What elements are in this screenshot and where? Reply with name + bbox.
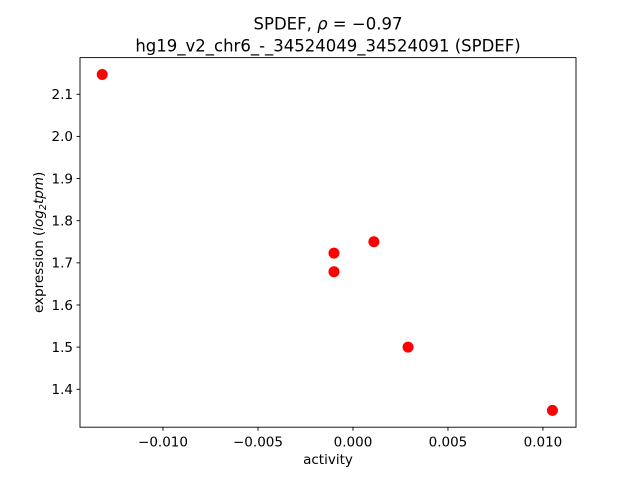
- x-tick-label: 0.010: [524, 435, 563, 451]
- x-tick-label: 0.000: [334, 435, 373, 451]
- scatter-point: [96, 68, 108, 80]
- scatter-point: [402, 341, 414, 353]
- scatter-points: [96, 68, 558, 416]
- y-axis-ticks: 1.4 1.5 1.6 1.7 1.8 1.9 2.0 2.1: [52, 87, 80, 398]
- scatter-point: [328, 266, 340, 278]
- y-tick-label: 1.8: [52, 213, 73, 229]
- chart-title-line2: hg19_v2_chr6_-_34524049_34524091 (SPDEF): [135, 37, 520, 57]
- x-tick-label: −0.005: [233, 435, 283, 451]
- y-label-suffix: ): [31, 172, 47, 177]
- y-label-prefix: expression (: [31, 231, 47, 313]
- x-axis-label: activity: [303, 452, 353, 468]
- y-label-tpm: tpm: [31, 177, 47, 204]
- title-rho-value: = −0.97: [328, 15, 403, 34]
- title-gene-label: SPDEF,: [254, 15, 318, 34]
- scatter-point: [328, 247, 340, 259]
- title-rho-symbol: ρ: [317, 15, 328, 34]
- y-label-log-subscript: 2: [38, 204, 49, 210]
- scatter-point: [546, 404, 558, 416]
- y-tick-label: 1.4: [52, 382, 73, 398]
- y-tick-label: 2.0: [52, 129, 73, 145]
- y-axis-label: expression (log2tpm): [31, 172, 49, 313]
- x-axis-ticks: −0.010 −0.005 0.000 0.005 0.010: [138, 427, 562, 451]
- chart-title-line1: SPDEF, ρ = −0.97: [254, 15, 403, 34]
- x-tick-label: 0.005: [429, 435, 468, 451]
- y-tick-label: 1.6: [52, 298, 73, 314]
- scatter-point: [368, 236, 380, 248]
- y-tick-label: 1.9: [52, 171, 73, 187]
- y-tick-label: 1.5: [52, 340, 73, 356]
- x-tick-label: −0.010: [138, 435, 188, 451]
- y-label-log: log: [31, 210, 47, 231]
- y-tick-label: 2.1: [52, 87, 73, 103]
- y-tick-label: 1.7: [52, 256, 73, 272]
- plot-border: [79, 57, 577, 428]
